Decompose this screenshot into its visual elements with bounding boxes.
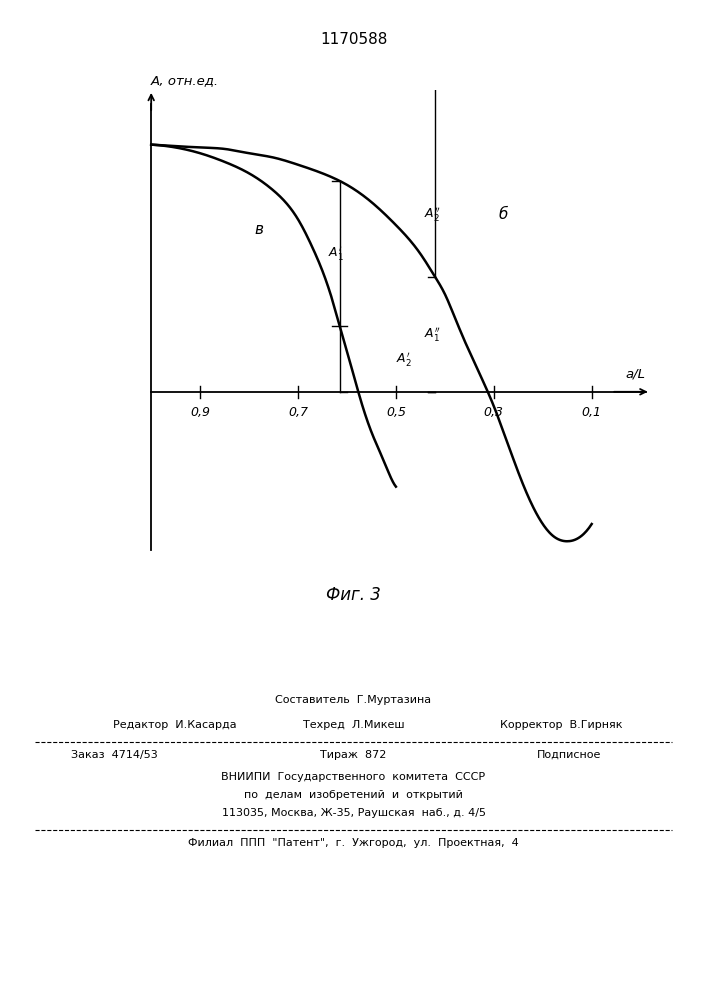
Text: Тираж  872: Тираж 872 [320, 750, 387, 760]
Text: 0,7: 0,7 [288, 406, 308, 419]
Text: 1170588: 1170588 [320, 32, 387, 47]
Text: Фиг. 3: Фиг. 3 [326, 586, 381, 604]
Text: 0,9: 0,9 [190, 406, 210, 419]
Text: $A_2''$: $A_2''$ [423, 205, 440, 223]
Text: 0,1: 0,1 [582, 406, 602, 419]
Text: A, отн.ед.: A, отн.ед. [151, 74, 219, 87]
Text: a/L: a/L [626, 367, 645, 380]
Text: в: в [255, 222, 264, 237]
Text: 113035, Москва, Ж-35, Раушская  наб., д. 4/5: 113035, Москва, Ж-35, Раушская наб., д. … [221, 808, 486, 818]
Text: 0,5: 0,5 [386, 406, 406, 419]
Text: Составитель  Г.Муртазина: Составитель Г.Муртазина [276, 695, 431, 705]
Text: Корректор  В.Гирняк: Корректор В.Гирняк [500, 720, 622, 730]
Text: $A_2'$: $A_2'$ [396, 350, 411, 368]
Text: б: б [499, 207, 508, 222]
Text: 0,3: 0,3 [484, 406, 504, 419]
Text: по  делам  изобретений  и  открытий: по делам изобретений и открытий [244, 790, 463, 800]
Text: Редактор  И.Касарда: Редактор И.Касарда [113, 720, 237, 730]
Text: Филиал  ППП  "Патент",  г.  Ужгород,  ул.  Проектная,  4: Филиал ППП "Патент", г. Ужгород, ул. Про… [188, 838, 519, 848]
Text: Подписное: Подписное [537, 750, 601, 760]
Text: $A_1'$: $A_1'$ [328, 244, 344, 262]
Text: ВНИИПИ  Государственного  комитета  СССР: ВНИИПИ Государственного комитета СССР [221, 772, 486, 782]
Text: $A_1''$: $A_1''$ [423, 325, 440, 343]
Text: Техред  Л.Микеш: Техред Л.Микеш [303, 720, 404, 730]
Text: Заказ  4714/53: Заказ 4714/53 [71, 750, 158, 760]
